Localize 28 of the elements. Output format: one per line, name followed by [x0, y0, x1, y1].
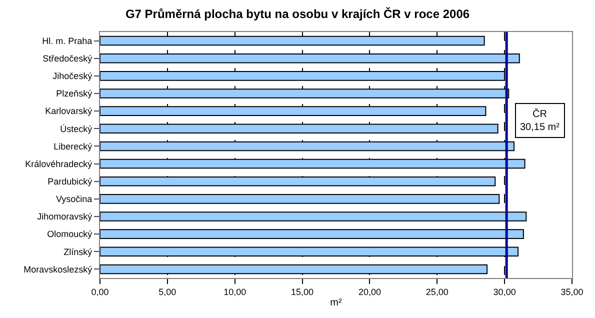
y-tick-label: Ústecký — [60, 124, 93, 134]
bar — [100, 212, 527, 222]
y-tick-label: Pardubický — [48, 176, 93, 187]
y-tick-label: Plzeňský — [56, 88, 93, 99]
y-tick-label: Jihočeský — [52, 71, 93, 82]
ref-line-label: ČR 30,15 m² — [520, 108, 560, 133]
x-tick-label: 30,00 — [493, 286, 516, 297]
x-tick-label: 20,00 — [358, 286, 381, 297]
x-tick-label: 10,00 — [224, 286, 246, 297]
y-tick-label: Olomoucký — [47, 229, 93, 240]
y-tick-label: Moravskoslezský — [24, 264, 93, 274]
y-tick-label: Jihomoravský — [37, 212, 93, 222]
x-tick-label: 5,00 — [158, 286, 176, 297]
y-tick-label: Královéhradecký — [25, 158, 93, 169]
x-tick-label: 15,00 — [291, 286, 314, 297]
x-axis-title: m² — [330, 297, 342, 308]
y-tick-label: Středočeský — [42, 54, 93, 64]
bar — [100, 229, 524, 239]
x-tick-label: 25,00 — [426, 286, 448, 297]
x-tick-label: 35,00 — [560, 286, 584, 297]
y-tick-label: Hl. m. Praha — [42, 36, 92, 46]
bar — [100, 194, 500, 204]
x-tick-label: 0,00 — [91, 286, 109, 297]
y-tick-label: Karlovarský — [45, 106, 93, 116]
chart-title: G7 Průměrná plocha bytu na osobu v krajích ČR v roce 2006 — [125, 6, 470, 21]
y-tick-label: Liberecký — [54, 141, 93, 152]
y-tick-label: Vysočina — [56, 194, 92, 204]
y-tick-label: Zlínský — [64, 246, 93, 257]
